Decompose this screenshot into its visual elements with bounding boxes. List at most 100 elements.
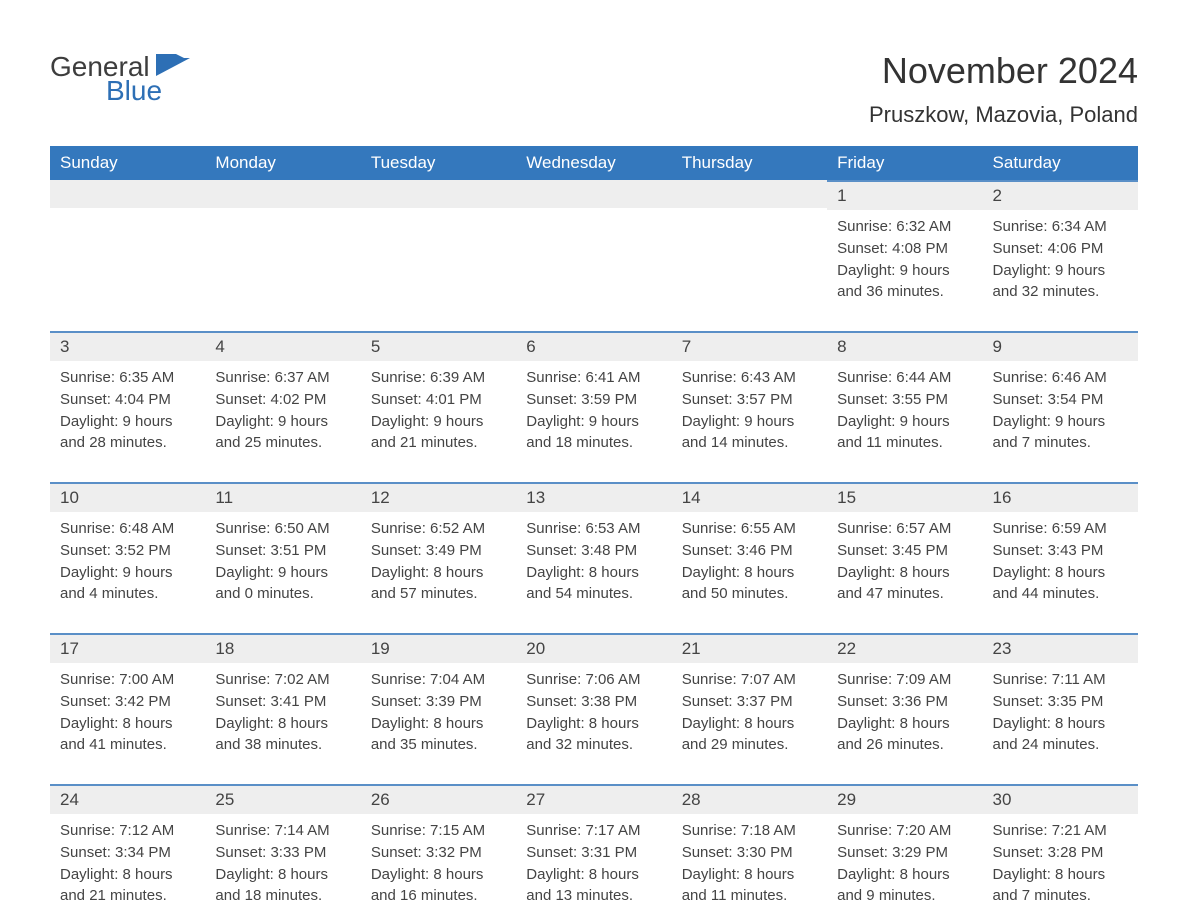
day-body: Sunrise: 6:48 AMSunset: 3:52 PMDaylight:… [50,512,205,605]
day-daylight1: Daylight: 8 hours [993,864,1128,886]
day-sunset: Sunset: 4:04 PM [60,389,195,411]
week-row: 10 Sunrise: 6:48 AMSunset: 3:52 PMDayligh… [50,482,1138,613]
day-number-text: 10 [60,488,79,507]
day-cell: 11Sunrise: 6:50 AMSunset: 3:51 PMDayligh… [205,482,360,613]
day-daylight2: and 36 minutes. [837,281,972,303]
day-sunset: Sunset: 4:02 PM [215,389,350,411]
brand-logo: General Blue [50,50,192,105]
day-number [516,180,671,208]
day-daylight1: Daylight: 8 hours [526,864,661,886]
day-number: 1 [827,180,982,210]
day-daylight2: and 0 minutes. [215,583,350,605]
day-number [50,180,205,208]
day-number: 12 [361,482,516,512]
day-body: Sunrise: 7:11 AMSunset: 3:35 PMDaylight:… [983,663,1138,756]
day-number-text: 26 [371,790,390,809]
calendar: Sunday Monday Tuesday Wednesday Thursday… [50,146,1138,915]
day-number: 2 [983,180,1138,210]
day-sunrise: Sunrise: 7:15 AM [371,820,506,842]
day-daylight1: Daylight: 8 hours [371,713,506,735]
day-number: 9 [983,331,1138,361]
day-sunrise: Sunrise: 7:04 AM [371,669,506,691]
day-body: Sunrise: 6:34 AMSunset: 4:06 PMDaylight:… [983,210,1138,303]
day-daylight1: Daylight: 8 hours [215,864,350,886]
day-cell: 19Sunrise: 7:04 AMSunset: 3:39 PMDayligh… [361,633,516,764]
day-cell [50,180,205,311]
day-daylight2: and 35 minutes. [371,734,506,756]
day-sunrise: Sunrise: 7:00 AM [60,669,195,691]
day-sunrise: Sunrise: 6:32 AM [837,216,972,238]
day-sunset: Sunset: 3:34 PM [60,842,195,864]
day-sunrise: Sunrise: 6:59 AM [993,518,1128,540]
day-daylight1: Daylight: 8 hours [60,713,195,735]
day-number: 23 [983,633,1138,663]
day-cell: 17Sunrise: 7:00 AMSunset: 3:42 PMDayligh… [50,633,205,764]
day-number: 20 [516,633,671,663]
day-number: 28 [672,784,827,814]
day-body: Sunrise: 7:04 AMSunset: 3:39 PMDaylight:… [361,663,516,756]
day-daylight1: Daylight: 8 hours [682,864,817,886]
day-sunrise: Sunrise: 6:53 AM [526,518,661,540]
weekday-saturday: Saturday [983,146,1138,180]
day-cell: 7Sunrise: 6:43 AMSunset: 3:57 PMDaylight… [672,331,827,462]
day-sunrise: Sunrise: 6:37 AM [215,367,350,389]
day-number-text: 13 [526,488,545,507]
day-cell [361,180,516,311]
day-cell: 18Sunrise: 7:02 AMSunset: 3:41 PMDayligh… [205,633,360,764]
day-cell: 21Sunrise: 7:07 AMSunset: 3:37 PMDayligh… [672,633,827,764]
day-body: Sunrise: 6:44 AMSunset: 3:55 PMDaylight:… [827,361,982,454]
day-daylight1: Daylight: 8 hours [215,713,350,735]
day-daylight2: and 38 minutes. [215,734,350,756]
day-sunset: Sunset: 3:33 PM [215,842,350,864]
weeks-container: 1 Sunrise: 6:32 AMSunset: 4:08 PM Daylight… [50,180,1138,915]
day-sunset: Sunset: 3:41 PM [215,691,350,713]
day-number-text: 15 [837,488,856,507]
day-daylight2: and 28 minutes. [60,432,195,454]
day-daylight1: Daylight: 8 hours [837,713,972,735]
day-body: Sunrise: 6:59 AMSunset: 3:43 PMDaylight:… [983,512,1138,605]
day-body: Sunrise: 7:06 AMSunset: 3:38 PMDaylight:… [516,663,671,756]
day-daylight1: Daylight: 9 hours [526,411,661,433]
day-sunset: Sunset: 4:08 PM [837,238,972,260]
day-number-text: 7 [682,337,691,356]
day-number-text: 5 [371,337,380,356]
day-daylight2: and 25 minutes. [215,432,350,454]
day-cell: 30Sunrise: 7:21 AMSunset: 3:28 PMDayligh… [983,784,1138,915]
day-cell: 10 Sunrise: 6:48 AMSunset: 3:52 PMDayligh… [50,482,205,613]
day-daylight1: Daylight: 8 hours [993,562,1128,584]
day-number: 7 [672,331,827,361]
week-row: 17Sunrise: 7:00 AMSunset: 3:42 PMDayligh… [50,633,1138,764]
day-sunset: Sunset: 3:35 PM [993,691,1128,713]
day-cell: 8Sunrise: 6:44 AMSunset: 3:55 PMDaylight… [827,331,982,462]
day-sunset: Sunset: 3:31 PM [526,842,661,864]
day-body: Sunrise: 6:35 AMSunset: 4:04 PMDaylight:… [50,361,205,454]
day-body: Sunrise: 6:46 AMSunset: 3:54 PMDaylight:… [983,361,1138,454]
day-sunrise: Sunrise: 6:41 AM [526,367,661,389]
week-row: 3Sunrise: 6:35 AMSunset: 4:04 PMDaylight… [50,331,1138,462]
day-body: Sunrise: 6:57 AMSunset: 3:45 PMDaylight:… [827,512,982,605]
day-daylight1: Daylight: 8 hours [371,562,506,584]
day-daylight2: and 16 minutes. [371,885,506,907]
weekday-friday: Friday [827,146,982,180]
header: General Blue November 2024 Pruszkow, Maz… [50,50,1138,128]
day-number: 21 [672,633,827,663]
day-number: 10 [50,482,205,512]
day-sunrise: Sunrise: 6:48 AM [60,518,195,540]
day-body: Sunrise: 7:14 AMSunset: 3:33 PMDaylight:… [205,814,360,907]
day-sunrise: Sunrise: 6:39 AM [371,367,506,389]
day-body: Sunrise: 7:15 AMSunset: 3:32 PMDaylight:… [361,814,516,907]
day-daylight2: and 29 minutes. [682,734,817,756]
day-daylight2: and 50 minutes. [682,583,817,605]
brand-text: General Blue [50,50,192,105]
day-sunset: Sunset: 3:43 PM [993,540,1128,562]
day-sunrise: Sunrise: 7:02 AM [215,669,350,691]
day-daylight2: and 11 minutes. [682,885,817,907]
week-row: 1Sunrise: 6:32 AMSunset: 4:08 PMDaylight… [50,180,1138,311]
brand-blue: Blue [106,77,192,105]
day-daylight2: and 32 minutes. [526,734,661,756]
day-number: 26 [361,784,516,814]
day-sunset: Sunset: 3:48 PM [526,540,661,562]
day-number-text: 1 [837,186,846,205]
day-cell: 29Sunrise: 7:20 AMSunset: 3:29 PMDayligh… [827,784,982,915]
day-cell: 22Sunrise: 7:09 AMSunset: 3:36 PMDayligh… [827,633,982,764]
